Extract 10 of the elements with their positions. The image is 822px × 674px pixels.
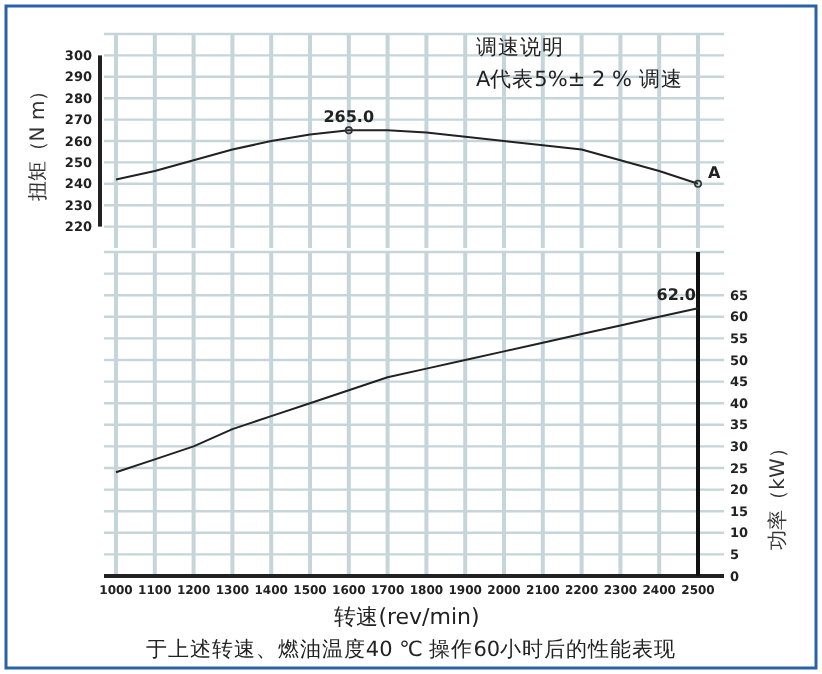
annotation: 62.0 <box>656 286 697 305</box>
x-axis-title: 转速(rev/min) <box>334 604 480 630</box>
line-series <box>115 307 699 474</box>
annotation: A <box>708 163 722 182</box>
y2-axis-title: 功率（kW） <box>766 438 790 550</box>
text: 于上述转速、燃油温度40 ℃ 操作60小时后的性能表现 <box>145 636 677 662</box>
annotation: 调速说明 <box>476 34 564 60</box>
y-axis-title: 扭矩（N m） <box>26 80 50 202</box>
annotation: 265.0 <box>323 108 375 127</box>
annotation: A代表5%± 2 % 调速 <box>476 66 683 92</box>
